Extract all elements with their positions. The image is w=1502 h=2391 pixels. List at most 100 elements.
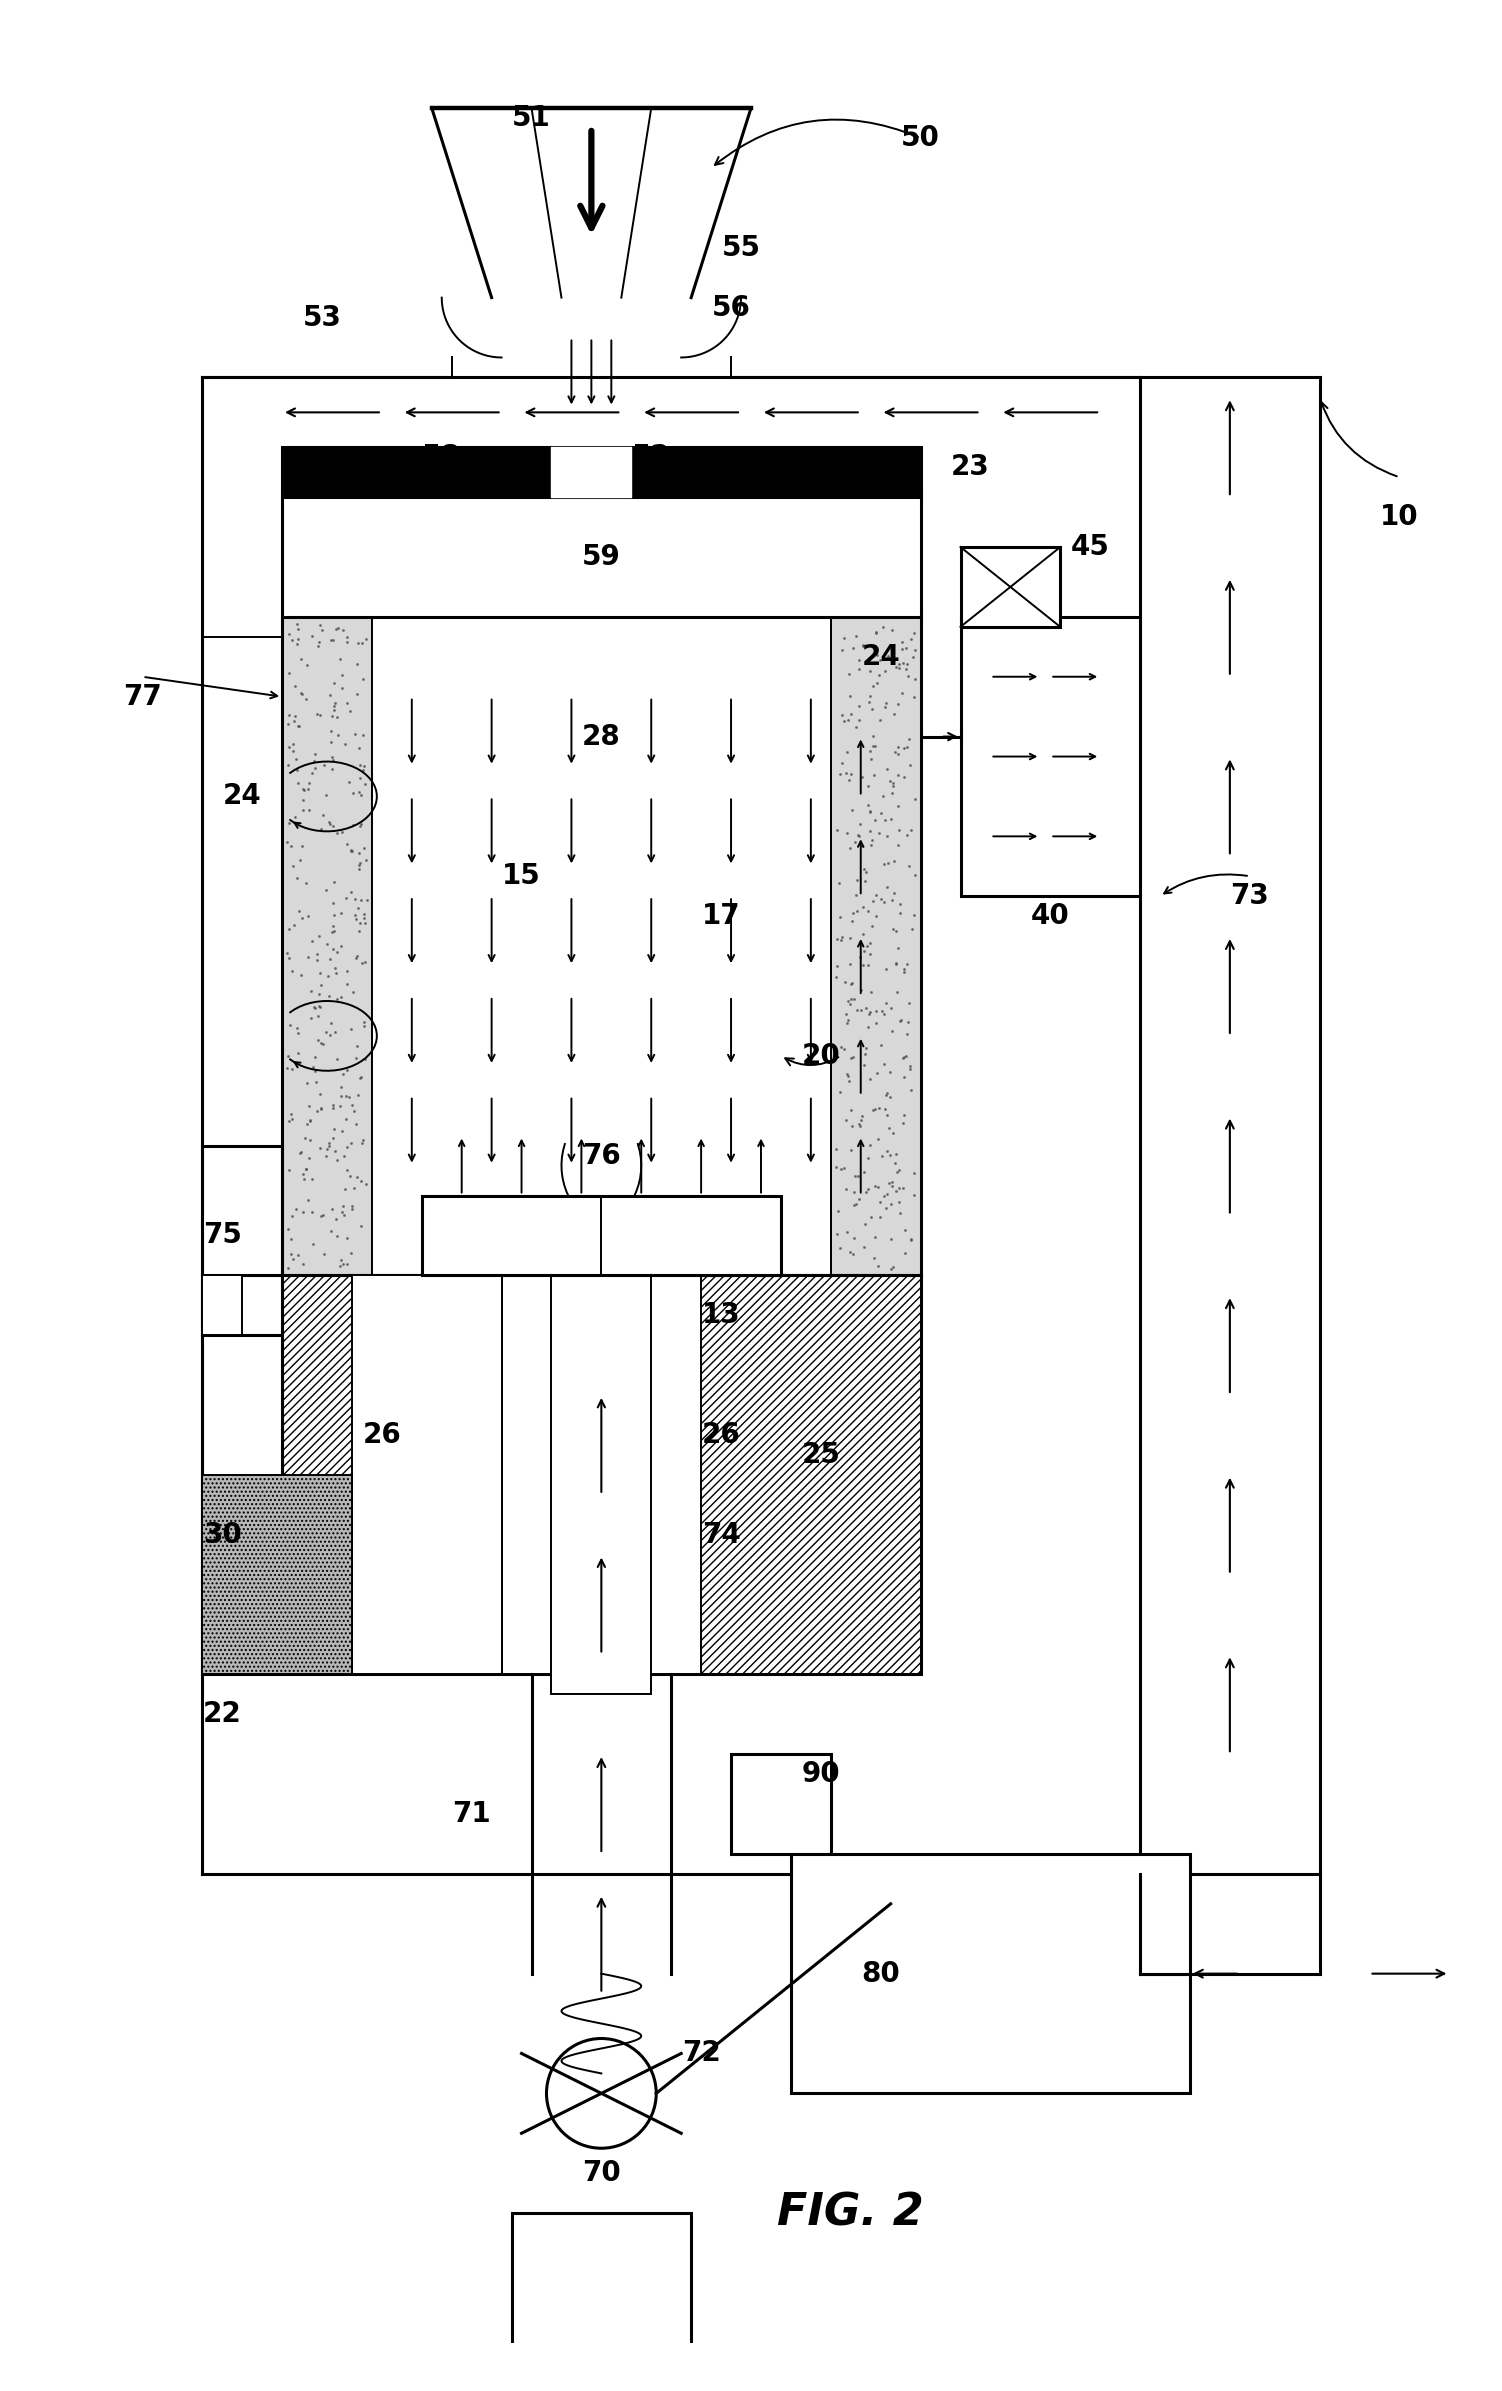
- Text: 59: 59: [581, 543, 620, 571]
- Point: [314, 775, 338, 813]
- Point: [853, 1035, 877, 1074]
- Point: [296, 1064, 320, 1102]
- Point: [351, 746, 376, 784]
- Point: [849, 937, 873, 976]
- Point: [831, 918, 855, 956]
- Point: [354, 839, 379, 877]
- Point: [885, 1152, 909, 1191]
- Point: [891, 674, 915, 713]
- Point: [335, 1050, 359, 1088]
- Point: [882, 911, 906, 949]
- Point: [323, 1014, 347, 1052]
- Point: [276, 696, 300, 734]
- Point: [834, 1100, 858, 1138]
- Point: [838, 677, 862, 715]
- Point: [885, 1172, 909, 1210]
- Point: [323, 911, 347, 949]
- Point: [302, 990, 326, 1028]
- Point: [870, 992, 894, 1031]
- Point: [284, 667, 308, 705]
- Point: [837, 999, 861, 1038]
- Point: [279, 952, 303, 990]
- Point: [835, 1057, 859, 1095]
- Point: [297, 1088, 321, 1126]
- Point: [278, 614, 302, 653]
- Point: [864, 897, 888, 935]
- Point: [898, 746, 922, 784]
- Point: [888, 885, 912, 923]
- Point: [844, 892, 868, 930]
- Point: [841, 629, 865, 667]
- Bar: [551, 1274, 652, 1695]
- Point: [892, 1057, 916, 1095]
- Point: [892, 1095, 916, 1133]
- Point: [886, 930, 910, 968]
- Point: [321, 1088, 345, 1126]
- Point: [347, 844, 371, 882]
- Point: [347, 729, 371, 768]
- Point: [339, 873, 363, 911]
- Point: [841, 894, 865, 932]
- Point: [874, 949, 898, 987]
- Point: [840, 901, 864, 940]
- Point: [285, 619, 309, 658]
- Point: [303, 1062, 327, 1100]
- Point: [306, 987, 330, 1026]
- Point: [347, 1059, 371, 1097]
- Point: [297, 1121, 321, 1160]
- Point: [339, 1086, 363, 1124]
- Point: [275, 935, 299, 973]
- Point: [825, 947, 849, 985]
- Bar: [422, 1196, 781, 1274]
- Point: [825, 1129, 849, 1167]
- Point: [880, 610, 904, 648]
- Point: [885, 973, 909, 1011]
- Point: [318, 713, 342, 751]
- Point: [306, 916, 330, 954]
- Text: 51: 51: [512, 105, 551, 132]
- Point: [341, 1169, 365, 1207]
- Point: [282, 701, 306, 739]
- Point: [862, 756, 886, 794]
- Point: [849, 806, 873, 844]
- Point: [317, 956, 341, 995]
- Point: [300, 1160, 324, 1198]
- Bar: [960, 548, 1060, 626]
- Point: [350, 777, 374, 815]
- Point: [891, 1169, 915, 1207]
- Point: [338, 1157, 362, 1196]
- Point: [855, 1028, 879, 1066]
- Point: [285, 1009, 309, 1047]
- Bar: [502, 1274, 701, 1674]
- Point: [330, 655, 354, 693]
- Point: [275, 823, 299, 861]
- Point: [284, 1191, 308, 1229]
- Point: [858, 995, 882, 1033]
- Point: [297, 1102, 321, 1141]
- Point: [291, 1155, 315, 1193]
- Point: [880, 880, 904, 918]
- Point: [308, 987, 332, 1026]
- Point: [317, 803, 341, 842]
- Point: [345, 1157, 369, 1196]
- Point: [856, 1009, 880, 1047]
- Point: [347, 911, 371, 949]
- Point: [281, 732, 305, 770]
- Point: [894, 1035, 918, 1074]
- Point: [318, 806, 342, 844]
- Point: [339, 1234, 363, 1272]
- Point: [276, 803, 300, 842]
- Point: [347, 849, 371, 887]
- Point: [870, 1136, 894, 1174]
- Point: [901, 1176, 925, 1215]
- Point: [846, 1157, 870, 1196]
- Point: [333, 880, 357, 918]
- Point: [840, 964, 864, 1002]
- Point: [330, 1193, 354, 1231]
- Point: [279, 1219, 303, 1258]
- Point: [871, 777, 895, 815]
- Point: [892, 758, 916, 796]
- Point: [329, 894, 353, 932]
- Point: [285, 1014, 309, 1052]
- Point: [320, 1004, 344, 1042]
